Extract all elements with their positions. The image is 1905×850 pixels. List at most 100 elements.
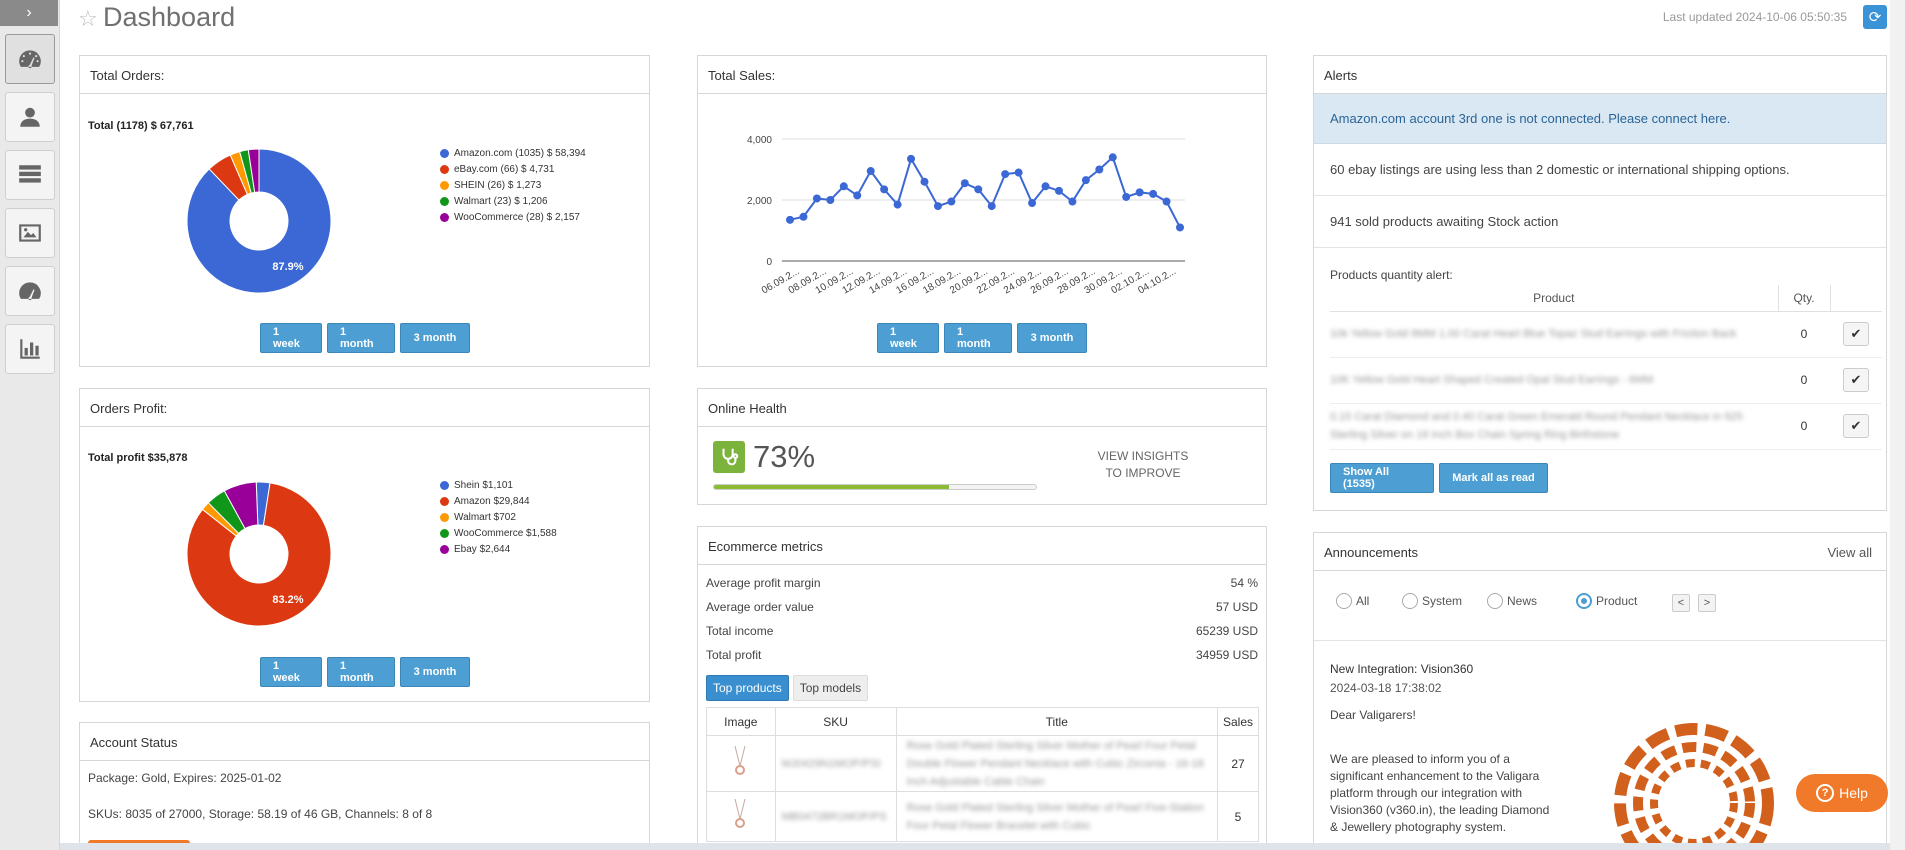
mark-all-read-button[interactable]: Mark all as read [1439, 463, 1548, 493]
data-point[interactable] [1041, 182, 1050, 191]
data-point[interactable] [853, 191, 862, 200]
sidebar-item-images[interactable] [5, 208, 55, 258]
tab-top-models[interactable]: Top models [792, 675, 869, 701]
filter-all[interactable]: All [1336, 593, 1369, 609]
data-point[interactable] [1176, 223, 1184, 232]
pie-slice[interactable] [186, 482, 332, 627]
col-title[interactable]: Title [895, 707, 1219, 736]
sidebar-toggle-button[interactable]: › [0, 0, 58, 26]
table-row[interactable]: MB0472BR1MOP/PS Rose Gold Plated Sterling… [706, 791, 1259, 842]
horizontal-scrollbar[interactable] [60, 843, 1890, 850]
image-icon [19, 224, 41, 242]
refresh-button[interactable]: ⟳ [1863, 5, 1887, 29]
filter-news[interactable]: News [1487, 593, 1537, 609]
qty-product[interactable]: 10k Yellow Gold 8MM 1.00 Carat Heart Blu… [1330, 311, 1778, 358]
legend-item[interactable]: Shein $1,101 [440, 477, 557, 493]
sidebar-item-users[interactable] [5, 92, 55, 142]
data-point[interactable] [866, 167, 875, 176]
data-point[interactable] [893, 200, 902, 209]
data-point[interactable] [974, 185, 983, 194]
sidebar-item-reports[interactable] [5, 324, 55, 374]
data-point[interactable] [1014, 168, 1023, 177]
data-point[interactable] [786, 215, 794, 224]
period-button-1-month[interactable]: 1 month [327, 657, 395, 687]
period-button-1-week[interactable]: 1 week [260, 657, 322, 687]
check-button[interactable]: ✔ [1843, 414, 1869, 438]
radio-button[interactable] [1576, 593, 1592, 609]
period-button-1-month[interactable]: 1 month [327, 323, 395, 353]
data-point[interactable] [907, 154, 916, 163]
connect-here-link[interactable]: here. [1700, 111, 1731, 126]
filter-product[interactable]: Product [1576, 593, 1637, 609]
data-point[interactable] [987, 202, 996, 211]
sidebar-item-dashboard[interactable] [5, 34, 55, 84]
qty-product[interactable]: 0.15 Carat Diamond and 0.40 Carat Green … [1330, 403, 1778, 450]
view-all-link[interactable]: View all [1827, 545, 1872, 560]
sidebar-item-listings[interactable] [5, 150, 55, 200]
data-point[interactable] [1135, 188, 1144, 197]
data-point[interactable] [812, 194, 821, 203]
data-point[interactable] [826, 196, 835, 204]
data-point[interactable] [920, 177, 929, 186]
data-point[interactable] [1068, 197, 1077, 206]
vertical-scrollbar[interactable] [1890, 0, 1905, 850]
check-button[interactable]: ✔ [1843, 322, 1869, 346]
data-point[interactable] [1122, 192, 1131, 201]
filter-system[interactable]: System [1402, 593, 1462, 609]
legend-item[interactable]: Amazon.com (1035) $ 58,394 [440, 145, 586, 161]
stock-action-alert[interactable]: 941 sold products awaiting Stock action [1314, 196, 1886, 248]
data-point[interactable] [1149, 189, 1158, 198]
legend-item[interactable]: WooCommerce (28) $ 2,157 [440, 209, 586, 225]
pie-slice[interactable] [223, 481, 259, 530]
panel-title: Online Health [698, 389, 1266, 427]
next-button[interactable]: > [1698, 594, 1716, 612]
col-sku[interactable]: SKU [774, 707, 897, 736]
legend-item[interactable]: SHEIN (26) $ 1,273 [440, 177, 586, 193]
period-button-1-month[interactable]: 1 month [944, 323, 1012, 353]
data-point[interactable] [947, 197, 956, 206]
table-row[interactable]: MJ0429N1MOP/PSI Rose Gold Plated Sterling… [706, 735, 1259, 792]
legend-item[interactable]: Ebay $2,644 [440, 541, 557, 557]
pie-slice[interactable] [247, 148, 260, 193]
col-image[interactable]: Image [706, 707, 776, 736]
legend-item[interactable]: eBay.com (66) $ 4,731 [440, 161, 586, 177]
data-point[interactable] [1028, 199, 1037, 208]
period-button-1-week[interactable]: 1 week [260, 323, 322, 353]
legend-item[interactable]: Amazon $29,844 [440, 493, 557, 509]
period-button-1-week[interactable]: 1 week [877, 323, 939, 353]
data-point[interactable] [933, 202, 942, 211]
data-point[interactable] [1001, 170, 1010, 179]
data-point[interactable] [1108, 153, 1117, 162]
legend-item[interactable]: Walmart $702 [440, 509, 557, 525]
sidebar-item-speed[interactable] [5, 266, 55, 316]
show-all-button[interactable]: Show All (1535) [1330, 463, 1434, 493]
legend-item[interactable]: WooCommerce $1,588 [440, 525, 557, 541]
tab-top-products[interactable]: Top products [706, 675, 789, 701]
qty-alert-table: Product Qty. 10k Yellow Gold 8MM 1.00 Ca… [1330, 285, 1882, 450]
qty-product[interactable]: 10K Yellow Gold Heart Shaped Created Opa… [1330, 357, 1778, 404]
data-point[interactable] [799, 212, 808, 221]
legend-item[interactable]: Walmart (23) $ 1,206 [440, 193, 586, 209]
pie-slice[interactable] [186, 148, 332, 294]
data-point[interactable] [1081, 176, 1090, 185]
prev-button[interactable]: < [1672, 594, 1690, 612]
data-point[interactable] [1095, 165, 1104, 174]
radio-button[interactable] [1402, 593, 1418, 609]
view-insights-link[interactable]: VIEW INSIGHTS TO IMPROVE [1078, 448, 1208, 482]
star-icon[interactable]: ☆ [78, 6, 98, 31]
data-point[interactable] [1054, 186, 1063, 195]
data-point[interactable] [880, 185, 889, 194]
check-button[interactable]: ✔ [1843, 368, 1869, 392]
data-point[interactable] [960, 179, 969, 188]
radio-button[interactable] [1336, 593, 1352, 609]
data-point[interactable] [839, 182, 848, 191]
ebay-shipping-alert[interactable]: 60 ebay listings are using less than 2 d… [1314, 144, 1886, 196]
help-button[interactable]: ? Help [1796, 774, 1888, 812]
legend-dot [440, 196, 449, 206]
period-button-3-month[interactable]: 3 month [400, 657, 470, 687]
radio-button[interactable] [1487, 593, 1503, 609]
period-button-3-month[interactable]: 3 month [1017, 323, 1087, 353]
period-button-3-month[interactable]: 3 month [400, 323, 470, 353]
col-sales[interactable]: Sales [1217, 707, 1259, 736]
data-point[interactable] [1162, 197, 1171, 206]
